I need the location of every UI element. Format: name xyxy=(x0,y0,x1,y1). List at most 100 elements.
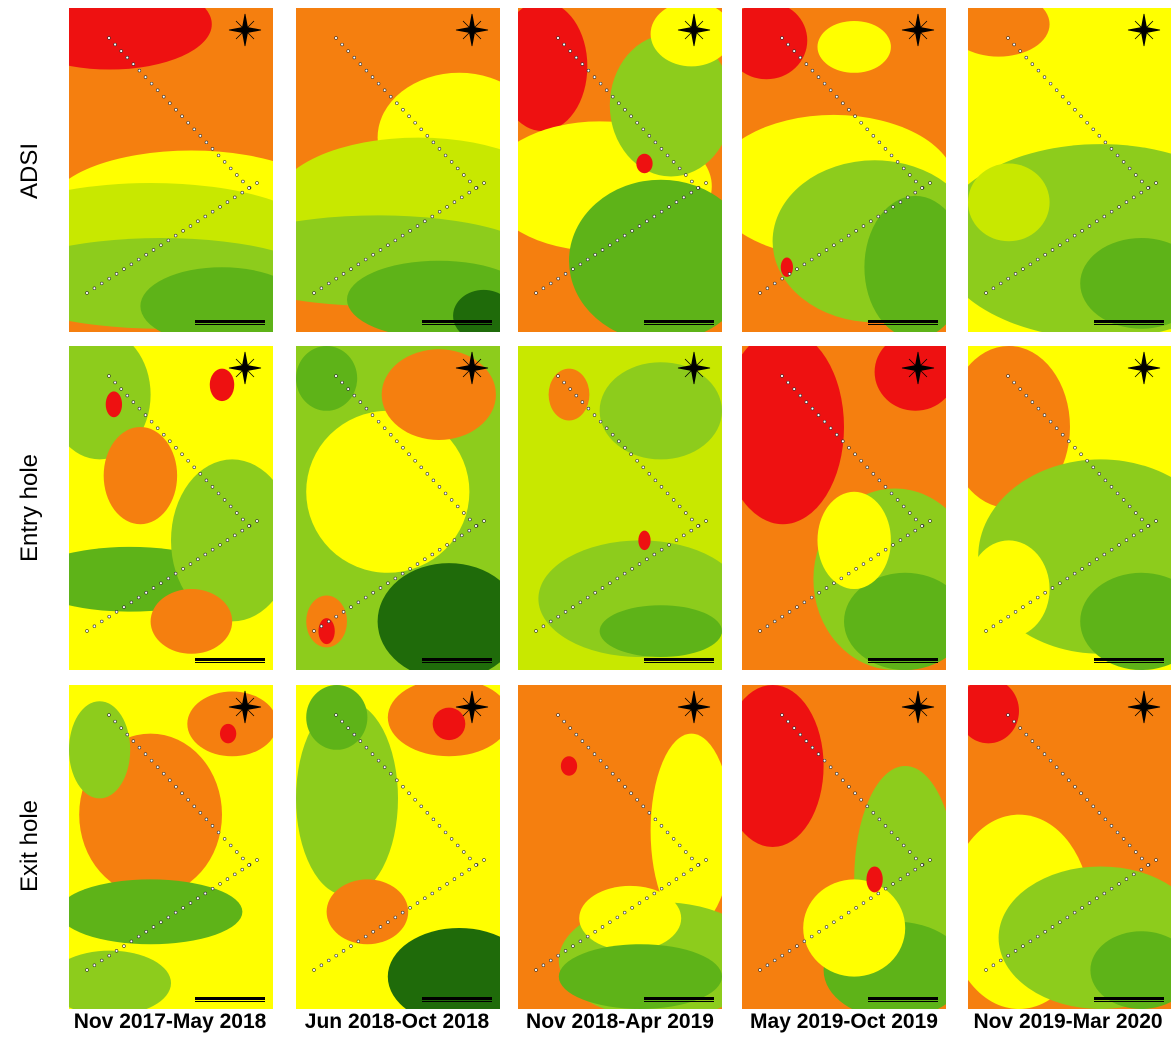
map-zone xyxy=(742,8,808,80)
sample-points xyxy=(85,374,259,633)
compass-rose-icon xyxy=(901,690,935,724)
map-zone xyxy=(518,8,588,132)
sample-points xyxy=(984,36,1158,295)
compass-rose-icon xyxy=(901,13,935,47)
map-raster xyxy=(742,8,946,332)
map-zone xyxy=(318,618,335,645)
map-exit-hole-5 xyxy=(968,685,1171,1009)
map-raster xyxy=(296,8,500,332)
scale-bar-icon xyxy=(1094,320,1164,325)
map-raster xyxy=(968,346,1171,670)
map-zone xyxy=(968,685,1019,744)
map-zone xyxy=(844,572,946,670)
map-entry-hole-4 xyxy=(742,346,946,670)
map-zone xyxy=(968,540,1050,638)
map-raster xyxy=(968,685,1171,1009)
map-zone xyxy=(296,346,358,411)
map-entry-hole-5 xyxy=(968,346,1171,670)
compass-rose-icon xyxy=(228,351,262,385)
map-zone xyxy=(1080,238,1171,329)
map-zone xyxy=(69,701,131,799)
map-raster xyxy=(296,346,500,670)
compass-rose-icon xyxy=(1127,13,1161,47)
map-raster xyxy=(518,346,722,670)
sample-points xyxy=(758,713,932,972)
compass-rose-icon xyxy=(1127,351,1161,385)
column-label-4: May 2019-Oct 2019 xyxy=(750,1010,938,1033)
map-zone xyxy=(548,368,590,421)
sample-points xyxy=(312,374,486,633)
scale-bar-icon xyxy=(868,658,938,663)
map-zone xyxy=(569,179,722,332)
map-zone xyxy=(69,879,243,945)
map-zone xyxy=(780,257,793,277)
map-zone xyxy=(599,362,722,460)
map-zone xyxy=(69,8,212,70)
map-zone xyxy=(432,707,466,741)
map-zone xyxy=(558,944,722,1009)
map-raster xyxy=(518,8,722,332)
scale-bar-icon xyxy=(422,997,492,1002)
map-zone xyxy=(187,691,273,757)
compass-rose-icon xyxy=(677,13,711,47)
map-exit-hole-1 xyxy=(69,685,273,1009)
compass-rose-icon xyxy=(455,690,489,724)
scale-bar-icon xyxy=(195,320,265,325)
map-zone xyxy=(1080,572,1171,670)
map-zone xyxy=(650,733,722,928)
row-label-exit-hole: Exit hole xyxy=(0,685,60,1007)
scale-bar-icon xyxy=(868,997,938,1002)
map-exit-hole-3 xyxy=(518,685,722,1009)
sample-points xyxy=(984,713,1158,972)
map-zone xyxy=(579,885,682,951)
scale-bar-icon xyxy=(868,320,938,325)
map-zone xyxy=(103,427,178,525)
map-adsi-4 xyxy=(742,8,946,332)
column-label-3: Nov 2018-Apr 2019 xyxy=(526,1010,714,1033)
map-zone xyxy=(599,605,722,658)
row-label-adsi: ADSI xyxy=(0,10,60,332)
sample-points xyxy=(534,36,708,295)
compass-rose-icon xyxy=(228,13,262,47)
map-exit-hole-4 xyxy=(742,685,946,1009)
map-zone xyxy=(381,349,496,440)
map-zone xyxy=(296,701,398,896)
compass-rose-icon xyxy=(677,351,711,385)
row-label-text: Entry hole xyxy=(16,453,43,562)
map-raster xyxy=(296,685,500,1009)
map-raster xyxy=(69,346,273,670)
map-zone xyxy=(150,589,233,654)
map-raster xyxy=(742,346,946,670)
column-label-2: Jun 2018-Oct 2018 xyxy=(304,1010,490,1033)
map-zone xyxy=(377,563,500,670)
map-zone xyxy=(968,346,1070,508)
map-zone xyxy=(864,195,946,332)
sample-points xyxy=(534,713,708,972)
sample-points xyxy=(85,713,259,972)
sample-points xyxy=(312,713,486,972)
map-zone xyxy=(105,391,123,418)
map-zone xyxy=(866,866,883,893)
scale-bar-icon xyxy=(422,320,492,325)
sample-points xyxy=(312,36,486,295)
map-zone xyxy=(560,756,578,776)
sample-points xyxy=(758,36,932,295)
map-exit-hole-2 xyxy=(296,685,500,1009)
compass-rose-icon xyxy=(455,13,489,47)
map-raster xyxy=(968,8,1171,332)
scale-bar-icon xyxy=(422,658,492,663)
map-raster xyxy=(518,685,722,1009)
map-zone xyxy=(1090,931,1171,1009)
map-zone xyxy=(306,685,368,750)
sample-points xyxy=(984,374,1158,633)
map-zone xyxy=(140,267,273,332)
map-zone xyxy=(968,8,1050,57)
scale-bar-icon xyxy=(644,320,714,325)
column-label-5: Nov 2019-Mar 2020 xyxy=(973,1010,1163,1033)
row-label-text: ADSI xyxy=(15,142,43,200)
map-zone xyxy=(874,346,946,411)
map-zone xyxy=(171,459,273,622)
map-zone xyxy=(609,33,722,177)
map-entry-hole-1 xyxy=(69,346,273,670)
map-zone xyxy=(968,163,1050,242)
